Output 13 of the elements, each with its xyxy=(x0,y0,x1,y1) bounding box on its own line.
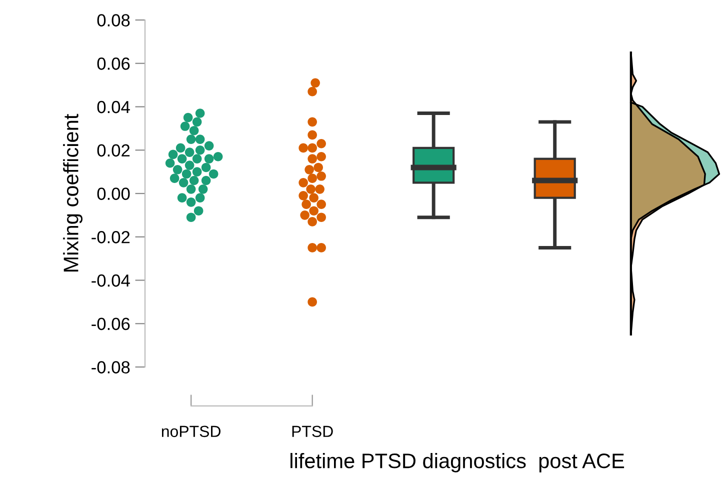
y-tick-label: 0.02 xyxy=(97,144,130,157)
y-tick-label: -0.04 xyxy=(92,274,130,287)
y-tick-label: 0.06 xyxy=(97,58,130,70)
y-tick-label: 0.00 xyxy=(97,188,130,200)
y-tick-label: -0.02 xyxy=(92,231,130,244)
x-axis-title: lifetime PTSD diagnostics post ACE xyxy=(290,452,624,472)
x-tick-label: PTSD xyxy=(292,426,333,438)
y-tick-label: 0.08 xyxy=(97,14,130,26)
y-tick-label: -0.06 xyxy=(92,318,130,330)
x-tick-label: noPTSD xyxy=(162,426,220,438)
y-tick-label: 0.04 xyxy=(97,100,130,114)
y-axis-title: Mixing coefficient xyxy=(63,114,83,272)
y-tick-label: -0.08 xyxy=(92,361,130,374)
